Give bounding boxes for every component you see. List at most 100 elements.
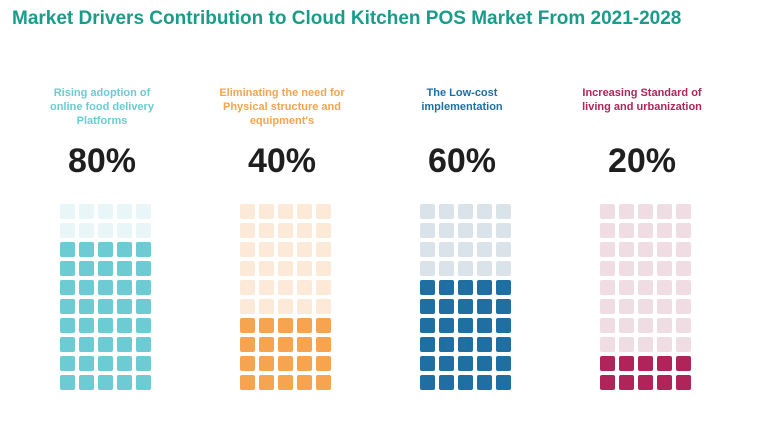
- waffle-cell-filled: [259, 318, 274, 333]
- waffle-cell-empty: [638, 299, 653, 314]
- waffle-cell-empty: [98, 204, 113, 219]
- waffle-cell-empty: [240, 299, 255, 314]
- waffle-cell-empty: [420, 242, 435, 257]
- waffle-cell-filled: [477, 299, 492, 314]
- waffle-cell-filled: [439, 375, 454, 390]
- waffle-cell-empty: [420, 204, 435, 219]
- waffle-cell-filled: [420, 280, 435, 295]
- waffle-cell-filled: [136, 375, 151, 390]
- waffle-cell-empty: [619, 242, 634, 257]
- driver-percentage: 80%: [67, 142, 137, 180]
- waffle-cell-empty: [676, 337, 691, 352]
- waffle-cell-empty: [297, 242, 312, 257]
- waffle-cell-filled: [420, 337, 435, 352]
- waffle-cell-filled: [136, 242, 151, 257]
- waffle-grid: [420, 204, 511, 390]
- waffle-cell-filled: [458, 356, 473, 371]
- waffle-cell-empty: [79, 204, 94, 219]
- waffle-cell-filled: [79, 318, 94, 333]
- waffle-cell-filled: [79, 337, 94, 352]
- waffle-cell-empty: [638, 223, 653, 238]
- waffle-cell-empty: [60, 223, 75, 238]
- waffle-cell-filled: [316, 318, 331, 333]
- waffle-cell-filled: [117, 261, 132, 276]
- waffle-cell-filled: [98, 318, 113, 333]
- waffle-cell-empty: [600, 242, 615, 257]
- waffle-cell-empty: [240, 280, 255, 295]
- waffle-cell-filled: [98, 299, 113, 314]
- waffle-cell-empty: [600, 223, 615, 238]
- waffle-cell-filled: [316, 337, 331, 352]
- waffle-cell-empty: [240, 223, 255, 238]
- waffle-cell-filled: [278, 318, 293, 333]
- waffle-cell-filled: [458, 318, 473, 333]
- driver-label-line: living and urbanization: [582, 101, 702, 113]
- waffle-cell-filled: [316, 356, 331, 371]
- driver-label-line: implementation: [421, 101, 503, 113]
- waffle-cell-empty: [638, 337, 653, 352]
- waffle-cell-empty: [259, 261, 274, 276]
- waffle-cell-empty: [278, 261, 293, 276]
- driver-column: Increasing Standard of living and urbaniz…: [552, 0, 732, 440]
- waffle-cell-empty: [458, 204, 473, 219]
- waffle-cell-empty: [477, 261, 492, 276]
- waffle-cell-filled: [117, 337, 132, 352]
- waffle-cell-filled: [420, 375, 435, 390]
- waffle-cell-filled: [117, 318, 132, 333]
- waffle-cell-filled: [676, 356, 691, 371]
- waffle-cell-filled: [297, 318, 312, 333]
- driver-percentage: 60%: [427, 142, 497, 180]
- waffle-cell-filled: [600, 375, 615, 390]
- waffle-cell-filled: [496, 356, 511, 371]
- waffle-cell-filled: [240, 375, 255, 390]
- waffle-cell-empty: [259, 242, 274, 257]
- waffle-cell-filled: [98, 242, 113, 257]
- waffle-cell-empty: [657, 261, 672, 276]
- waffle-cell-empty: [676, 204, 691, 219]
- waffle-cell-filled: [98, 280, 113, 295]
- waffle-cell-filled: [98, 261, 113, 276]
- waffle-cell-empty: [297, 280, 312, 295]
- waffle-cell-empty: [458, 242, 473, 257]
- waffle-cell-empty: [676, 280, 691, 295]
- waffle-cell-filled: [136, 318, 151, 333]
- waffle-cell-empty: [316, 204, 331, 219]
- waffle-cell-filled: [439, 318, 454, 333]
- waffle-cell-empty: [600, 280, 615, 295]
- waffle-cell-empty: [619, 223, 634, 238]
- waffle-cell-empty: [496, 261, 511, 276]
- waffle-cell-empty: [316, 242, 331, 257]
- waffle-cell-empty: [657, 242, 672, 257]
- waffle-cell-filled: [98, 356, 113, 371]
- waffle-cell-filled: [439, 356, 454, 371]
- waffle-cell-empty: [619, 337, 634, 352]
- waffle-cell-empty: [316, 223, 331, 238]
- waffle-cell-filled: [657, 356, 672, 371]
- waffle-cell-filled: [439, 299, 454, 314]
- waffle-cell-empty: [297, 223, 312, 238]
- waffle-cell-filled: [278, 337, 293, 352]
- waffle-cell-filled: [60, 337, 75, 352]
- waffle-cell-empty: [98, 223, 113, 238]
- waffle-cell-filled: [117, 375, 132, 390]
- waffle-cell-empty: [676, 299, 691, 314]
- waffle-cell-filled: [657, 375, 672, 390]
- waffle-cell-filled: [240, 318, 255, 333]
- waffle-cell-empty: [657, 318, 672, 333]
- waffle-cell-empty: [240, 242, 255, 257]
- waffle-cell-empty: [278, 299, 293, 314]
- waffle-cell-empty: [297, 204, 312, 219]
- waffle-cell-filled: [477, 318, 492, 333]
- waffle-cell-filled: [136, 356, 151, 371]
- waffle-cell-filled: [79, 261, 94, 276]
- waffle-cell-empty: [657, 337, 672, 352]
- waffle-cell-filled: [458, 299, 473, 314]
- driver-column: Rising adoption of online food delivery Pl…: [12, 0, 192, 440]
- waffle-cell-filled: [439, 337, 454, 352]
- waffle-cell-empty: [619, 204, 634, 219]
- waffle-cell-empty: [600, 204, 615, 219]
- waffle-cell-filled: [117, 280, 132, 295]
- waffle-cell-filled: [98, 337, 113, 352]
- waffle-cell-empty: [240, 204, 255, 219]
- waffle-cell-filled: [297, 337, 312, 352]
